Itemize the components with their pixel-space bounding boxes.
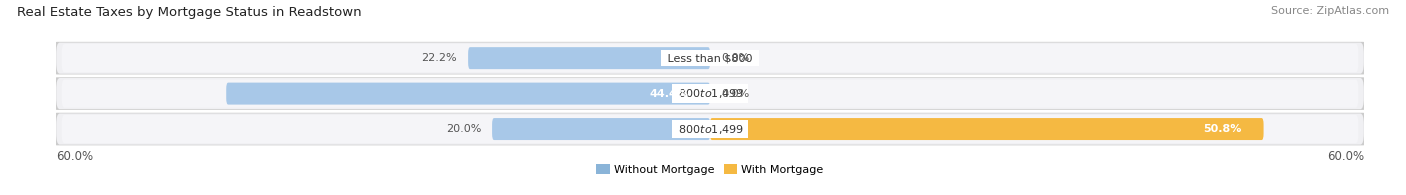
FancyBboxPatch shape — [62, 44, 1358, 72]
Text: 22.2%: 22.2% — [422, 53, 457, 63]
FancyBboxPatch shape — [62, 115, 1358, 143]
Text: 20.0%: 20.0% — [446, 124, 481, 134]
FancyBboxPatch shape — [56, 78, 1364, 109]
Text: Less than $800: Less than $800 — [664, 53, 756, 63]
FancyBboxPatch shape — [710, 118, 1264, 140]
FancyBboxPatch shape — [56, 113, 1364, 145]
Text: Real Estate Taxes by Mortgage Status in Readstown: Real Estate Taxes by Mortgage Status in … — [17, 6, 361, 19]
FancyBboxPatch shape — [53, 113, 1367, 145]
FancyBboxPatch shape — [53, 42, 1367, 74]
FancyBboxPatch shape — [53, 77, 1367, 110]
Text: 0.0%: 0.0% — [721, 53, 749, 63]
Text: 50.8%: 50.8% — [1204, 124, 1241, 134]
FancyBboxPatch shape — [492, 118, 710, 140]
Text: 0.0%: 0.0% — [721, 89, 749, 99]
Text: $800 to $1,499: $800 to $1,499 — [675, 122, 745, 136]
FancyBboxPatch shape — [62, 79, 1358, 108]
Text: 60.0%: 60.0% — [56, 150, 93, 163]
Text: $800 to $1,499: $800 to $1,499 — [675, 87, 745, 100]
FancyBboxPatch shape — [226, 83, 710, 105]
FancyBboxPatch shape — [56, 43, 1364, 74]
FancyBboxPatch shape — [468, 47, 710, 69]
Legend: Without Mortgage, With Mortgage: Without Mortgage, With Mortgage — [592, 160, 828, 179]
Text: Source: ZipAtlas.com: Source: ZipAtlas.com — [1271, 6, 1389, 16]
Text: 60.0%: 60.0% — [1327, 150, 1364, 163]
Text: 44.4%: 44.4% — [650, 89, 689, 99]
